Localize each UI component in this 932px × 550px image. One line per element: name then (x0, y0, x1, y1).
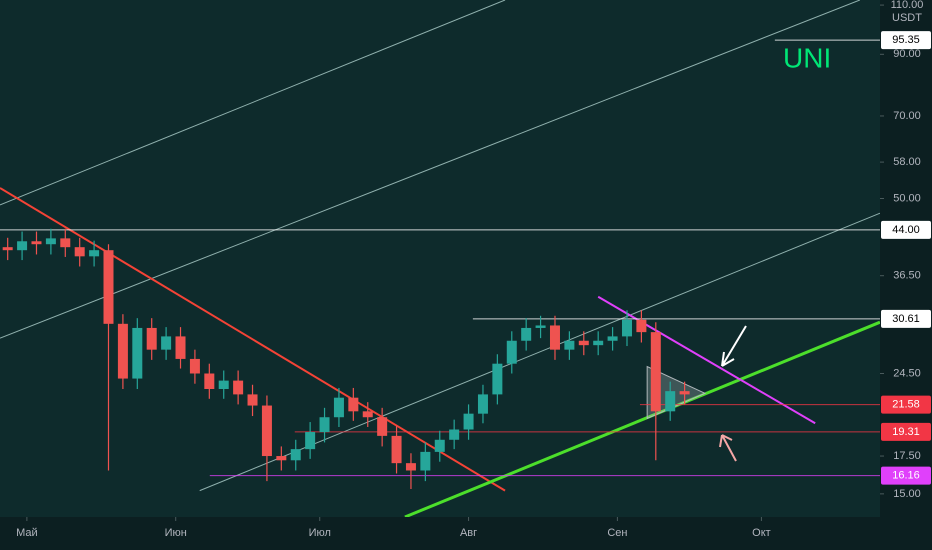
candle-body (31, 241, 42, 245)
candle-body (492, 363, 503, 395)
y-tick-label: 15.00 (893, 488, 921, 500)
candle-body (348, 397, 359, 412)
candle-body (665, 391, 676, 412)
candle-body (679, 391, 690, 395)
y-tick-label: 24.50 (893, 367, 921, 379)
candle-body (60, 238, 71, 248)
candle-body (290, 449, 301, 461)
chart-title: UNI (783, 42, 831, 73)
candle-body (636, 319, 647, 333)
triangle-pattern (646, 365, 707, 420)
level-label: 44.00 (892, 224, 920, 236)
x-tick-label: Сен (607, 527, 627, 539)
y-tick-label: 17.50 (893, 450, 921, 462)
level-label-bg (881, 309, 931, 328)
currency-label: USDT (892, 12, 922, 24)
candle-body (45, 238, 56, 245)
x-tick-label: Июн (165, 527, 187, 539)
level-label: 16.16 (892, 469, 920, 481)
candle-body (463, 413, 474, 430)
level-label: 21.58 (892, 399, 920, 411)
candle-body (305, 432, 316, 450)
candle-body (535, 325, 546, 328)
level-label: 30.61 (892, 313, 920, 325)
level-label: 19.31 (892, 426, 920, 438)
trendline (0, 187, 506, 492)
arrow-white (721, 325, 747, 367)
candle-body (89, 250, 100, 257)
candle-body (362, 411, 373, 418)
trendline (0, 0, 506, 206)
candle-body (391, 435, 402, 464)
x-tick-label: Июл (309, 527, 331, 539)
candle-body (405, 463, 416, 471)
candle-body (420, 451, 431, 471)
level-label-bg (881, 466, 931, 485)
candle-body (189, 358, 200, 374)
candle-body (650, 332, 661, 412)
candle-body (477, 394, 488, 414)
candle-body (276, 456, 287, 461)
x-tick-label: Май (16, 527, 38, 539)
candle-body (247, 394, 258, 406)
y-tick-label: 70.00 (893, 110, 921, 122)
candle-body (103, 250, 114, 324)
candle-body (549, 325, 560, 350)
candle-body (578, 340, 589, 346)
candle-body (607, 336, 618, 341)
candle-body (17, 241, 28, 251)
candle-body (233, 380, 244, 395)
candle-body (521, 327, 532, 341)
y-tick-label: 58.00 (893, 156, 921, 168)
y-tick-label: 50.00 (893, 192, 921, 204)
trendline (0, 0, 861, 339)
level-label-bg (881, 31, 931, 50)
axes: 110.00 90.00 70.00 58.00 50.00 36.50 24.50 17.5… (16, 0, 931, 539)
level-label-bg (881, 220, 931, 239)
candle-body (218, 380, 229, 390)
candle-body (506, 340, 517, 364)
y-tick-label: 90.00 (893, 48, 921, 60)
arrow-pink (719, 434, 737, 462)
candle-body (593, 340, 604, 346)
trendline (404, 320, 881, 519)
candle-body (261, 405, 272, 457)
level-label: 95.35 (892, 34, 920, 46)
candle-body (434, 439, 445, 452)
arrow (719, 434, 737, 462)
candle-body (117, 323, 128, 379)
x-tick-label: Авг (460, 527, 477, 539)
candle-body (146, 327, 157, 350)
candle-body (2, 247, 13, 251)
level-label-bg (881, 422, 931, 441)
candle-body (333, 397, 344, 418)
candle-body (161, 336, 172, 350)
candle-body (564, 340, 575, 350)
candle-body (621, 319, 632, 337)
candle-body (132, 327, 143, 379)
arrow (721, 325, 747, 367)
plot (0, 0, 881, 519)
candle-body (74, 247, 85, 257)
candle-body (449, 429, 460, 440)
candle-body (319, 417, 330, 433)
trendline (597, 295, 816, 425)
candle-body (204, 373, 215, 390)
y-axis-panel (880, 0, 932, 550)
level-label-bg (881, 395, 931, 414)
y-tick-label: 36.50 (893, 270, 921, 282)
candle-body (175, 336, 186, 359)
x-axis-panel (0, 517, 880, 550)
candle-body (377, 417, 388, 436)
y-tick-label: 110.00 (891, 0, 924, 11)
x-tick-label: Окт (752, 527, 771, 539)
